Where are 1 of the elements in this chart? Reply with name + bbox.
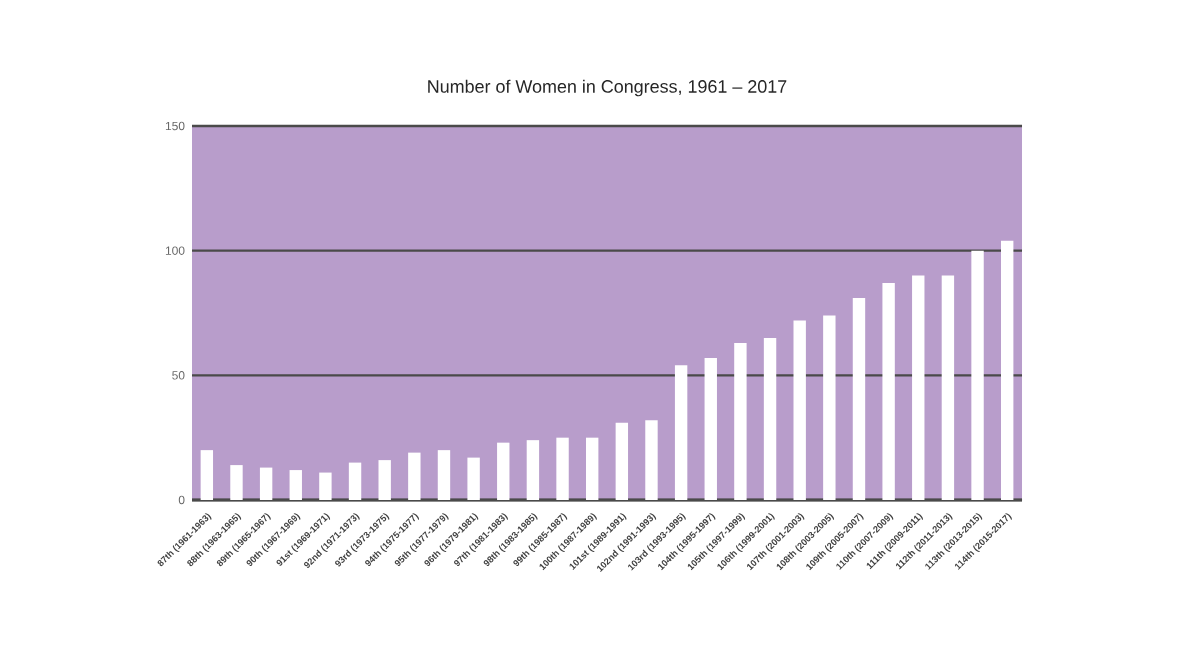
chart-title: Number of Women in Congress, 1961 – 2017 xyxy=(428,79,787,97)
